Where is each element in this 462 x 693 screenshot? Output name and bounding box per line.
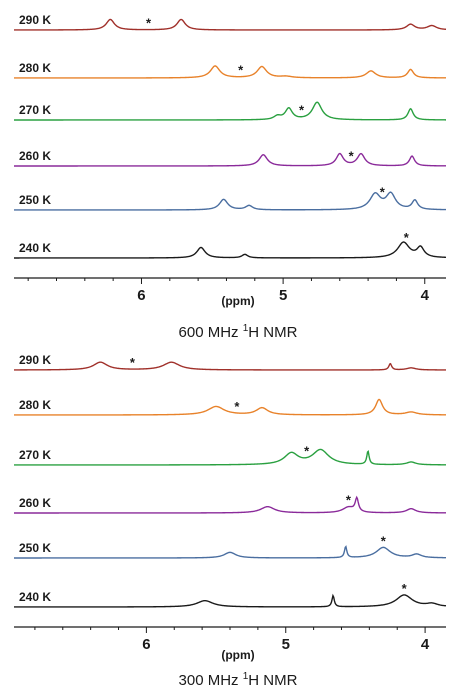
- x-axis-label: (ppm): [221, 294, 254, 308]
- temperature-label: 280 K: [19, 61, 51, 75]
- temperature-label: 290 K: [19, 353, 51, 367]
- impurity-asterisk: *: [130, 355, 136, 370]
- spectrum-trace-270k: [14, 101, 446, 121]
- x-axis-label: (ppm): [221, 648, 254, 662]
- spectrum-trace-240k: [14, 241, 447, 259]
- impurity-asterisk: *: [381, 533, 387, 548]
- impurity-asterisk: *: [238, 63, 244, 78]
- spectrum-trace-270k: [14, 448, 446, 466]
- temperature-label: 240 K: [19, 590, 51, 604]
- panel-title: 600 MHz 1H NMR: [179, 323, 298, 341]
- spectrum-trace-290k: [14, 18, 447, 31]
- spectrum-trace-280k: [14, 65, 447, 79]
- impurity-asterisk: *: [234, 399, 240, 414]
- tick-label: 5: [282, 636, 290, 653]
- temperature-label: 280 K: [19, 398, 51, 412]
- temperature-label: 240 K: [19, 241, 51, 255]
- impurity-asterisk: *: [404, 230, 410, 245]
- spectrum-trace-240k: [14, 593, 447, 608]
- spectrum-trace-260k: [14, 495, 447, 514]
- tick-label: 4: [421, 287, 430, 304]
- impurity-asterisk: *: [346, 493, 352, 508]
- temperature-label: 250 K: [19, 193, 51, 207]
- panel-300mhz: 290 K * 280 K * 270 K * 260 K * 250 K * 240 K * 6 5 4 (…: [14, 353, 447, 689]
- impurity-asterisk: *: [304, 444, 310, 459]
- temperature-label: 250 K: [19, 541, 51, 555]
- impurity-asterisk: *: [299, 103, 305, 118]
- spectrum-trace-250k: [14, 191, 447, 211]
- temperature-label: 270 K: [19, 103, 51, 117]
- spectrum-trace-290k: [14, 361, 446, 371]
- tick-label: 6: [137, 287, 145, 304]
- temperature-label: 270 K: [19, 448, 51, 462]
- impurity-asterisk: *: [402, 581, 408, 596]
- panel-title: 300 MHz 1H NMR: [179, 671, 298, 689]
- spectrum-trace-260k: [14, 152, 447, 167]
- impurity-asterisk: *: [380, 184, 386, 199]
- temperature-label: 260 K: [19, 149, 51, 163]
- spectrum-trace-250k: [14, 545, 447, 559]
- temperature-label: 290 K: [19, 13, 51, 27]
- tick-label: 4: [421, 636, 430, 653]
- tick-label: 5: [279, 287, 287, 304]
- tick-label: 6: [142, 636, 150, 653]
- impurity-asterisk: *: [146, 16, 152, 31]
- panel-600mhz: 290 K * 280 K * 270 K * 260 K * 250 K * 240 K * 6 5 4 (…: [14, 13, 447, 341]
- spectrum-trace-280k: [14, 398, 447, 416]
- impurity-asterisk: *: [349, 148, 355, 163]
- temperature-label: 260 K: [19, 496, 51, 510]
